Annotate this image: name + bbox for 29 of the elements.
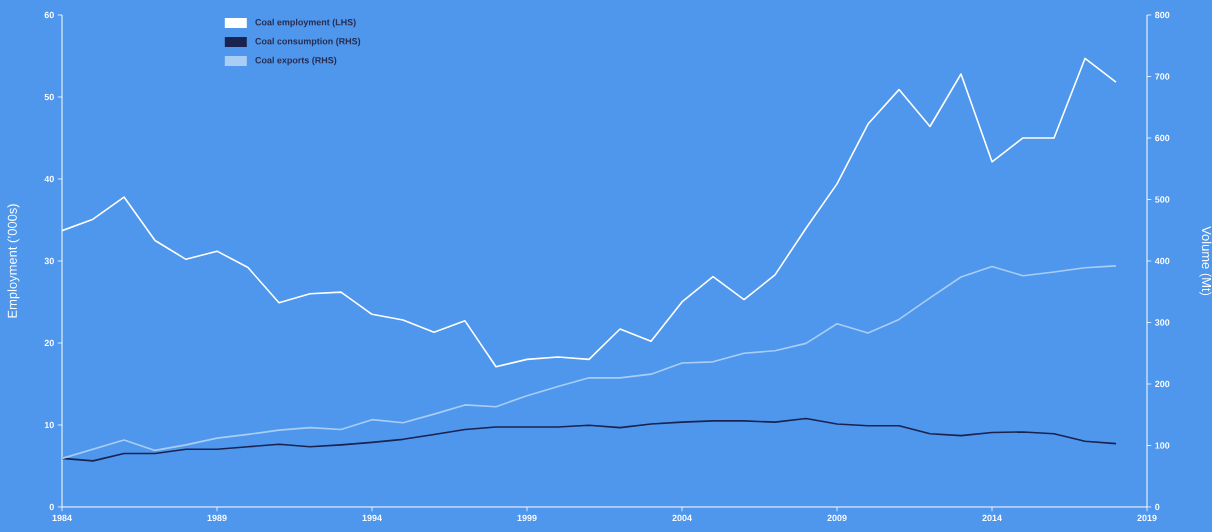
legend-label: Coal consumption (RHS)	[255, 37, 361, 47]
y2-tick-label: 700	[1155, 73, 1170, 80]
y2-tick-label: 400	[1154, 257, 1170, 265]
y2-tick-label: 300	[1154, 319, 1170, 326]
y2-tick-label: 500	[1155, 196, 1170, 203]
y-axis-title: Employment (’000s)	[7, 204, 20, 318]
y2-tick-label: 0	[1155, 503, 1160, 511]
x-tick-label: 2004	[672, 514, 692, 522]
x-tick-label: 2009	[827, 514, 847, 522]
y-tick-label: 0	[49, 503, 54, 511]
y-tick-label: 40	[44, 175, 54, 183]
legend-label: Coal exports (RHS)	[255, 56, 337, 66]
x-tick-label: 1994	[362, 514, 382, 522]
legend-label: Coal employment (LHS)	[255, 18, 356, 28]
x-tick-label: 2014	[982, 514, 1002, 522]
x-tick-label: 2019	[1137, 514, 1157, 522]
y2-tick-label: 800	[1155, 11, 1170, 19]
y2-axis-title: Volume (Mt)	[1199, 226, 1212, 296]
x-tick-label: 1999	[517, 514, 537, 522]
y2-tick-label: 600	[1155, 134, 1170, 142]
y-tick-label: 30	[44, 257, 54, 265]
y-tick-label: 10	[44, 421, 54, 429]
y-tick-label: 60	[44, 11, 54, 19]
y-tick-label: 50	[44, 93, 54, 101]
x-tick-label: 1989	[207, 514, 227, 522]
y2-tick-label: 200	[1155, 380, 1170, 388]
y2-tick-label: 100	[1155, 442, 1170, 449]
x-tick-label: 1984	[52, 514, 72, 522]
y-tick-label: 20	[44, 339, 54, 347]
